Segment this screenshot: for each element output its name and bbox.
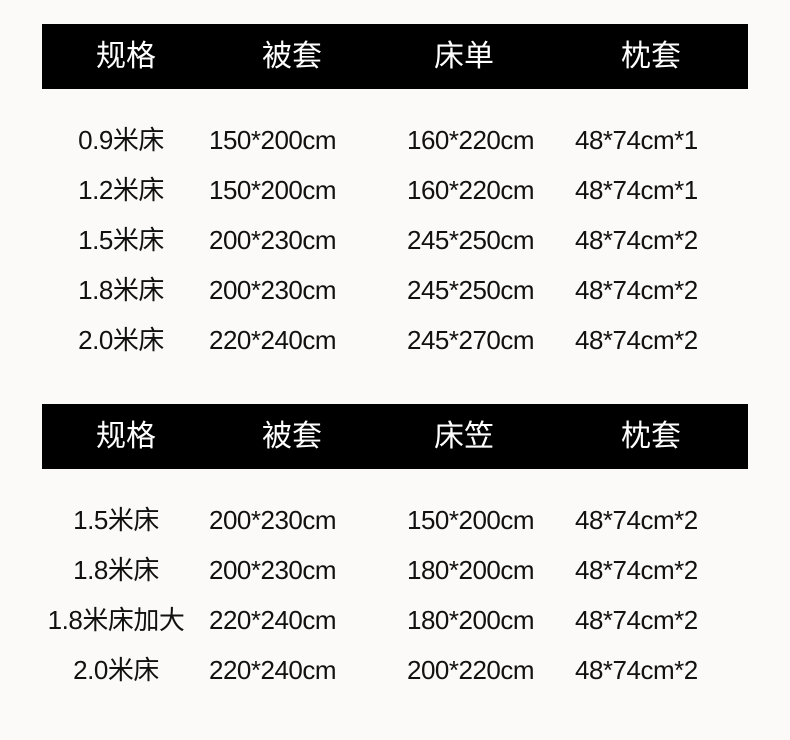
dimension-cell: 48*74cm*2 [575, 505, 698, 535]
dimension-cell: 48*74cm*2 [575, 555, 698, 585]
dimension-cell: 48*74cm*2 [575, 225, 698, 255]
size-label: 2.0米床 [78, 325, 164, 355]
dimension-cell: 48*74cm*2 [575, 275, 698, 305]
size-label: 0.9米床 [78, 125, 164, 155]
header-cell: 枕套 [621, 40, 681, 73]
size-label: 1.8米床 [78, 275, 164, 305]
dimension-cell: 245*270cm [407, 325, 535, 355]
size-label: 2.0米床 [73, 655, 159, 685]
dimension-cell: 150*200cm [209, 125, 337, 155]
dimension-cell: 48*74cm*2 [575, 655, 698, 685]
header-cell: 被套 [262, 420, 322, 453]
dimension-cell: 245*250cm [407, 275, 535, 305]
dimension-cell: 200*230cm [209, 505, 337, 535]
size-label: 1.5米床 [73, 505, 159, 535]
dimension-cell: 220*240cm [209, 605, 337, 635]
header-cell: 床笠 [434, 420, 494, 453]
header-cell: 规格 [96, 420, 156, 453]
header-cell: 被套 [262, 40, 322, 73]
dimension-cell: 180*200cm [407, 605, 535, 635]
dimension-cell: 160*220cm [407, 125, 535, 155]
size-label: 1.8米床加大 [47, 605, 185, 635]
dimension-cell: 200*230cm [209, 275, 337, 305]
dimension-cell: 220*240cm [209, 325, 337, 355]
header-cell: 枕套 [621, 420, 681, 453]
dimension-cell: 200*230cm [209, 555, 337, 585]
dimension-cell: 180*200cm [407, 555, 535, 585]
table-header: 规格 被套 床单 枕套 [42, 24, 748, 89]
dimension-cell: 245*250cm [407, 225, 535, 255]
dimension-cell: 48*74cm*1 [575, 175, 698, 205]
dimension-cell: 48*74cm*2 [575, 605, 698, 635]
dimension-cell: 48*74cm*2 [575, 325, 698, 355]
dimension-cell: 48*74cm*1 [575, 125, 698, 155]
size-label: 1.2米床 [78, 175, 164, 205]
dimension-cell: 200*230cm [209, 225, 337, 255]
dimension-cell: 200*220cm [407, 655, 535, 685]
dimension-cell: 150*200cm [407, 505, 535, 535]
dimension-cell: 150*200cm [209, 175, 337, 205]
dimension-cell: 220*240cm [209, 655, 337, 685]
size-label: 1.5米床 [78, 225, 164, 255]
header-cell: 床单 [434, 40, 494, 73]
size-label: 1.8米床 [73, 555, 159, 585]
dimension-cell: 160*220cm [407, 175, 535, 205]
table-header: 规格 被套 床笠 枕套 [42, 404, 748, 469]
header-cell: 规格 [96, 40, 156, 73]
